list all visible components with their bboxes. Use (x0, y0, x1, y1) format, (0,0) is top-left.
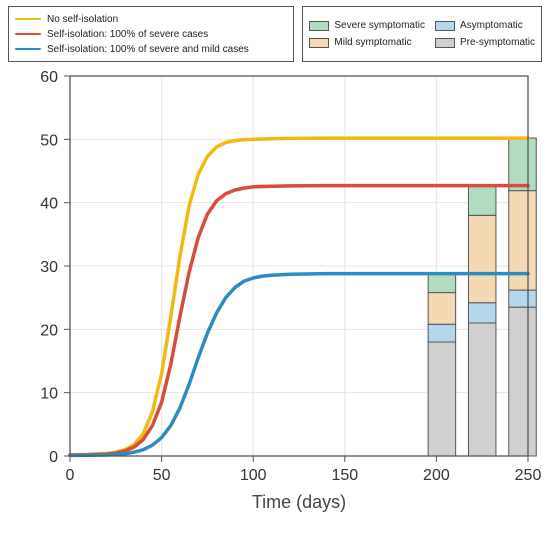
bar-segment-pre (509, 307, 536, 456)
bar-segment-mild (428, 293, 455, 325)
patch-legend-label: Pre-symptomatic (460, 37, 535, 48)
ticks-layer: 0 50 100 150 200 250 0 10 20 30 40 50 60 (40, 69, 541, 484)
patch-legend-label: Mild symptomatic (334, 37, 411, 48)
ytick-label: 50 (40, 132, 58, 149)
line-legend-item: Self-isolation: 100% of severe cases (15, 27, 287, 42)
line-legend-swatch (15, 48, 41, 50)
bar-segment-pre (428, 342, 455, 456)
patch-legend: Severe symptomatic Asymptomatic Mild sym… (302, 6, 542, 62)
xtick-label: 250 (515, 467, 542, 484)
patch-legend-label: Asymptomatic (460, 20, 523, 31)
xtick-label: 150 (331, 467, 358, 484)
xtick-label: 0 (66, 467, 75, 484)
line-legend-label: No self-isolation (47, 14, 118, 25)
patch-legend-swatch (435, 21, 455, 31)
line-legend-swatch (15, 18, 41, 20)
chart: 0 50 100 150 200 250 0 10 20 30 40 50 60 Time (days) (0, 62, 550, 532)
patch-legend-label: Severe symptomatic (334, 20, 425, 31)
x-axis-label: Time (days) (252, 492, 346, 512)
patch-legend-item: Pre-symptomatic (435, 35, 535, 50)
bar-segment-asym (428, 324, 455, 342)
series-iso_all (70, 274, 528, 456)
lines-layer (70, 138, 528, 455)
bar-segment-severe (428, 274, 455, 293)
patch-legend-item: Mild symptomatic (309, 35, 425, 50)
xtick-label: 100 (240, 467, 267, 484)
chart-svg: 0 50 100 150 200 250 0 10 20 30 40 50 60 Time (days) (0, 62, 550, 532)
bar-segment-severe (509, 138, 536, 191)
patch-legend-item: Severe symptomatic (309, 18, 425, 33)
patch-legend-swatch (309, 21, 329, 31)
series-iso_severe (70, 186, 528, 456)
line-legend-swatch (15, 33, 41, 35)
patch-legend-swatch (309, 38, 329, 48)
patch-legend-item: Asymptomatic (435, 18, 535, 33)
ytick-label: 40 (40, 196, 58, 213)
bar-segment-asym (468, 303, 495, 323)
legend-row: No self-isolation Self-isolation: 100% o… (0, 0, 550, 62)
line-legend-label: Self-isolation: 100% of severe and mild … (47, 44, 249, 55)
ytick-label: 20 (40, 322, 58, 339)
line-legend-item: No self-isolation (15, 12, 287, 27)
patch-legend-swatch (435, 38, 455, 48)
ytick-label: 10 (40, 386, 58, 403)
bar-segment-mild (468, 215, 495, 302)
grid-layer (70, 76, 528, 456)
line-legend-item: Self-isolation: 100% of severe and mild … (15, 42, 287, 57)
line-legend-label: Self-isolation: 100% of severe cases (47, 29, 208, 40)
ytick-label: 0 (49, 449, 58, 466)
ytick-label: 60 (40, 69, 58, 86)
bar-segment-pre (468, 323, 495, 456)
xtick-label: 50 (153, 467, 171, 484)
ytick-label: 30 (40, 259, 58, 276)
xtick-label: 200 (423, 467, 450, 484)
line-legend: No self-isolation Self-isolation: 100% o… (8, 6, 294, 62)
bar-segment-severe (468, 186, 495, 216)
bar-segment-asym (509, 290, 536, 307)
